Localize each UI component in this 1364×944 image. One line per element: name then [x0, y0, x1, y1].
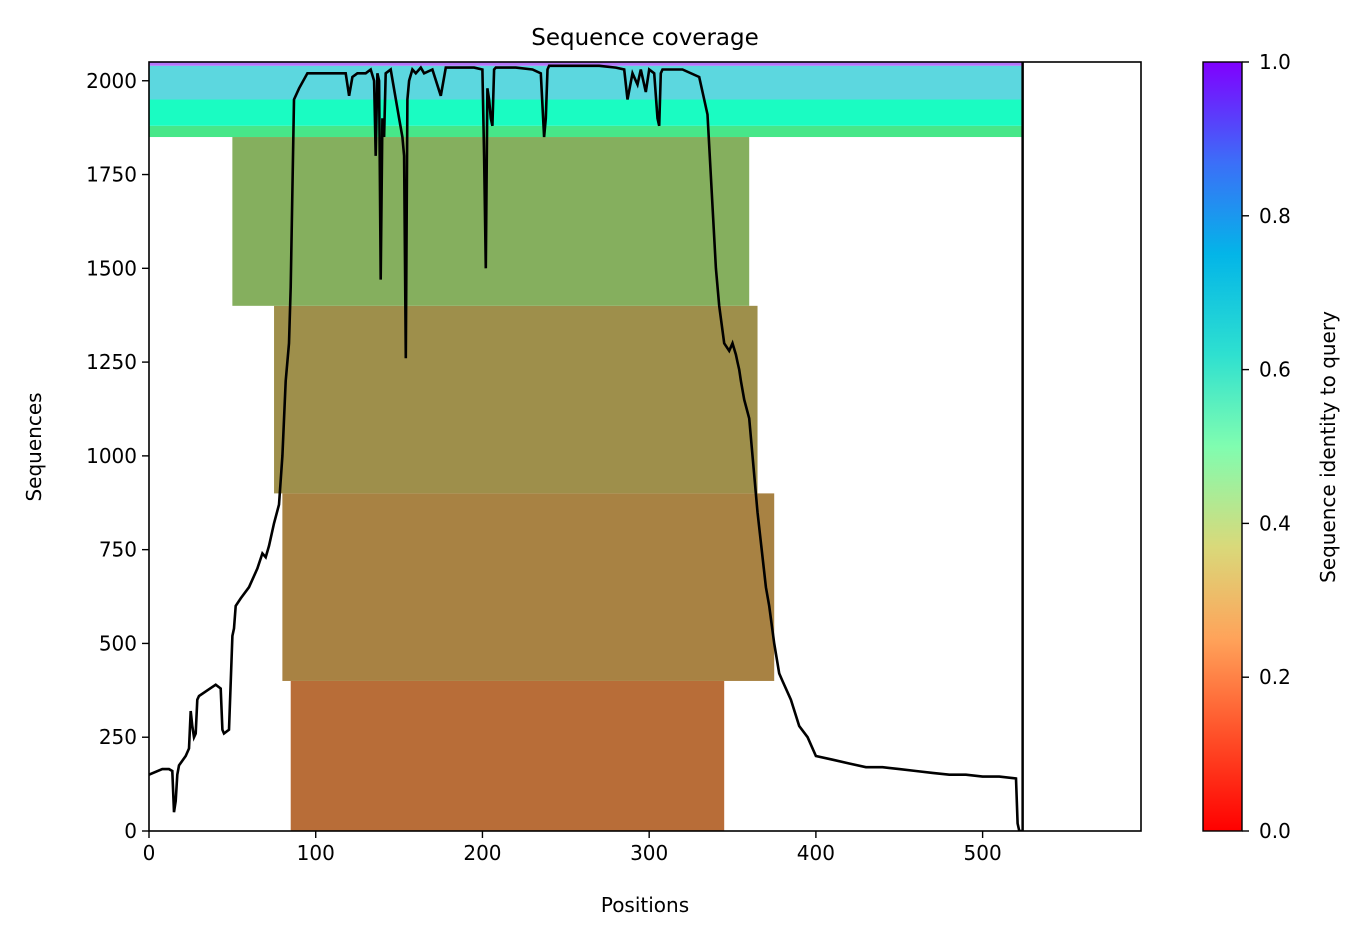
- y-tick-label: 1000: [86, 444, 137, 468]
- coverage-band-7: [149, 62, 1023, 66]
- y-tick-label: 250: [99, 725, 137, 749]
- plot-frame: [148, 61, 1142, 832]
- y-tick-label: 750: [99, 538, 137, 562]
- y-tick-label: 1500: [86, 256, 137, 280]
- x-tick-label: 400: [797, 841, 835, 865]
- x-tick-label: 300: [630, 841, 668, 865]
- colorbar-tick-label: 0.4: [1259, 511, 1291, 535]
- y-axis-label: Sequences: [22, 392, 46, 501]
- y-tick-label: 0: [124, 819, 137, 843]
- x-tick-label: 500: [964, 841, 1002, 865]
- colorbar-label: Sequence identity to query: [1316, 311, 1340, 583]
- x-tick-label: 200: [463, 841, 501, 865]
- x-axis: 0 100 200 300 400 500: [143, 831, 1002, 865]
- colorbar-tick-label: 1.0: [1259, 50, 1291, 74]
- colorbar: [1202, 61, 1243, 832]
- coverage-band-2: [274, 305, 758, 494]
- y-tick-label: 1750: [86, 163, 137, 187]
- coverage-heatmap: [149, 62, 1023, 831]
- colorbar-tick-label: 0.6: [1259, 358, 1291, 382]
- coverage-band-3: [232, 137, 750, 306]
- x-axis-label: Positions: [601, 893, 689, 917]
- colorbar-tick-label: 0.8: [1259, 204, 1291, 228]
- y-tick-label: 500: [99, 631, 137, 655]
- coverage-band-0: [290, 680, 725, 831]
- y-axis: 0 250 500 750 1000 1250 1500 1750 2000: [86, 69, 149, 843]
- x-tick-label: 0: [143, 841, 156, 865]
- y-tick-label: 2000: [86, 69, 137, 93]
- colorbar-tick-label: 0.2: [1259, 665, 1291, 689]
- coverage-band-6: [149, 65, 1023, 100]
- y-tick-label: 1250: [86, 350, 137, 374]
- colorbar-tick-label: 0.0: [1259, 819, 1291, 843]
- coverage-band-5: [149, 99, 1023, 126]
- x-tick-label: 100: [297, 841, 335, 865]
- chart-title: Sequence coverage: [531, 25, 759, 51]
- coverage-line: [149, 64, 1023, 831]
- colorbar-ticks: 0.0 0.2 0.4 0.6 0.8 1.0: [1242, 50, 1291, 843]
- coverage-band-1: [282, 493, 775, 681]
- coverage-band-4: [149, 125, 1023, 138]
